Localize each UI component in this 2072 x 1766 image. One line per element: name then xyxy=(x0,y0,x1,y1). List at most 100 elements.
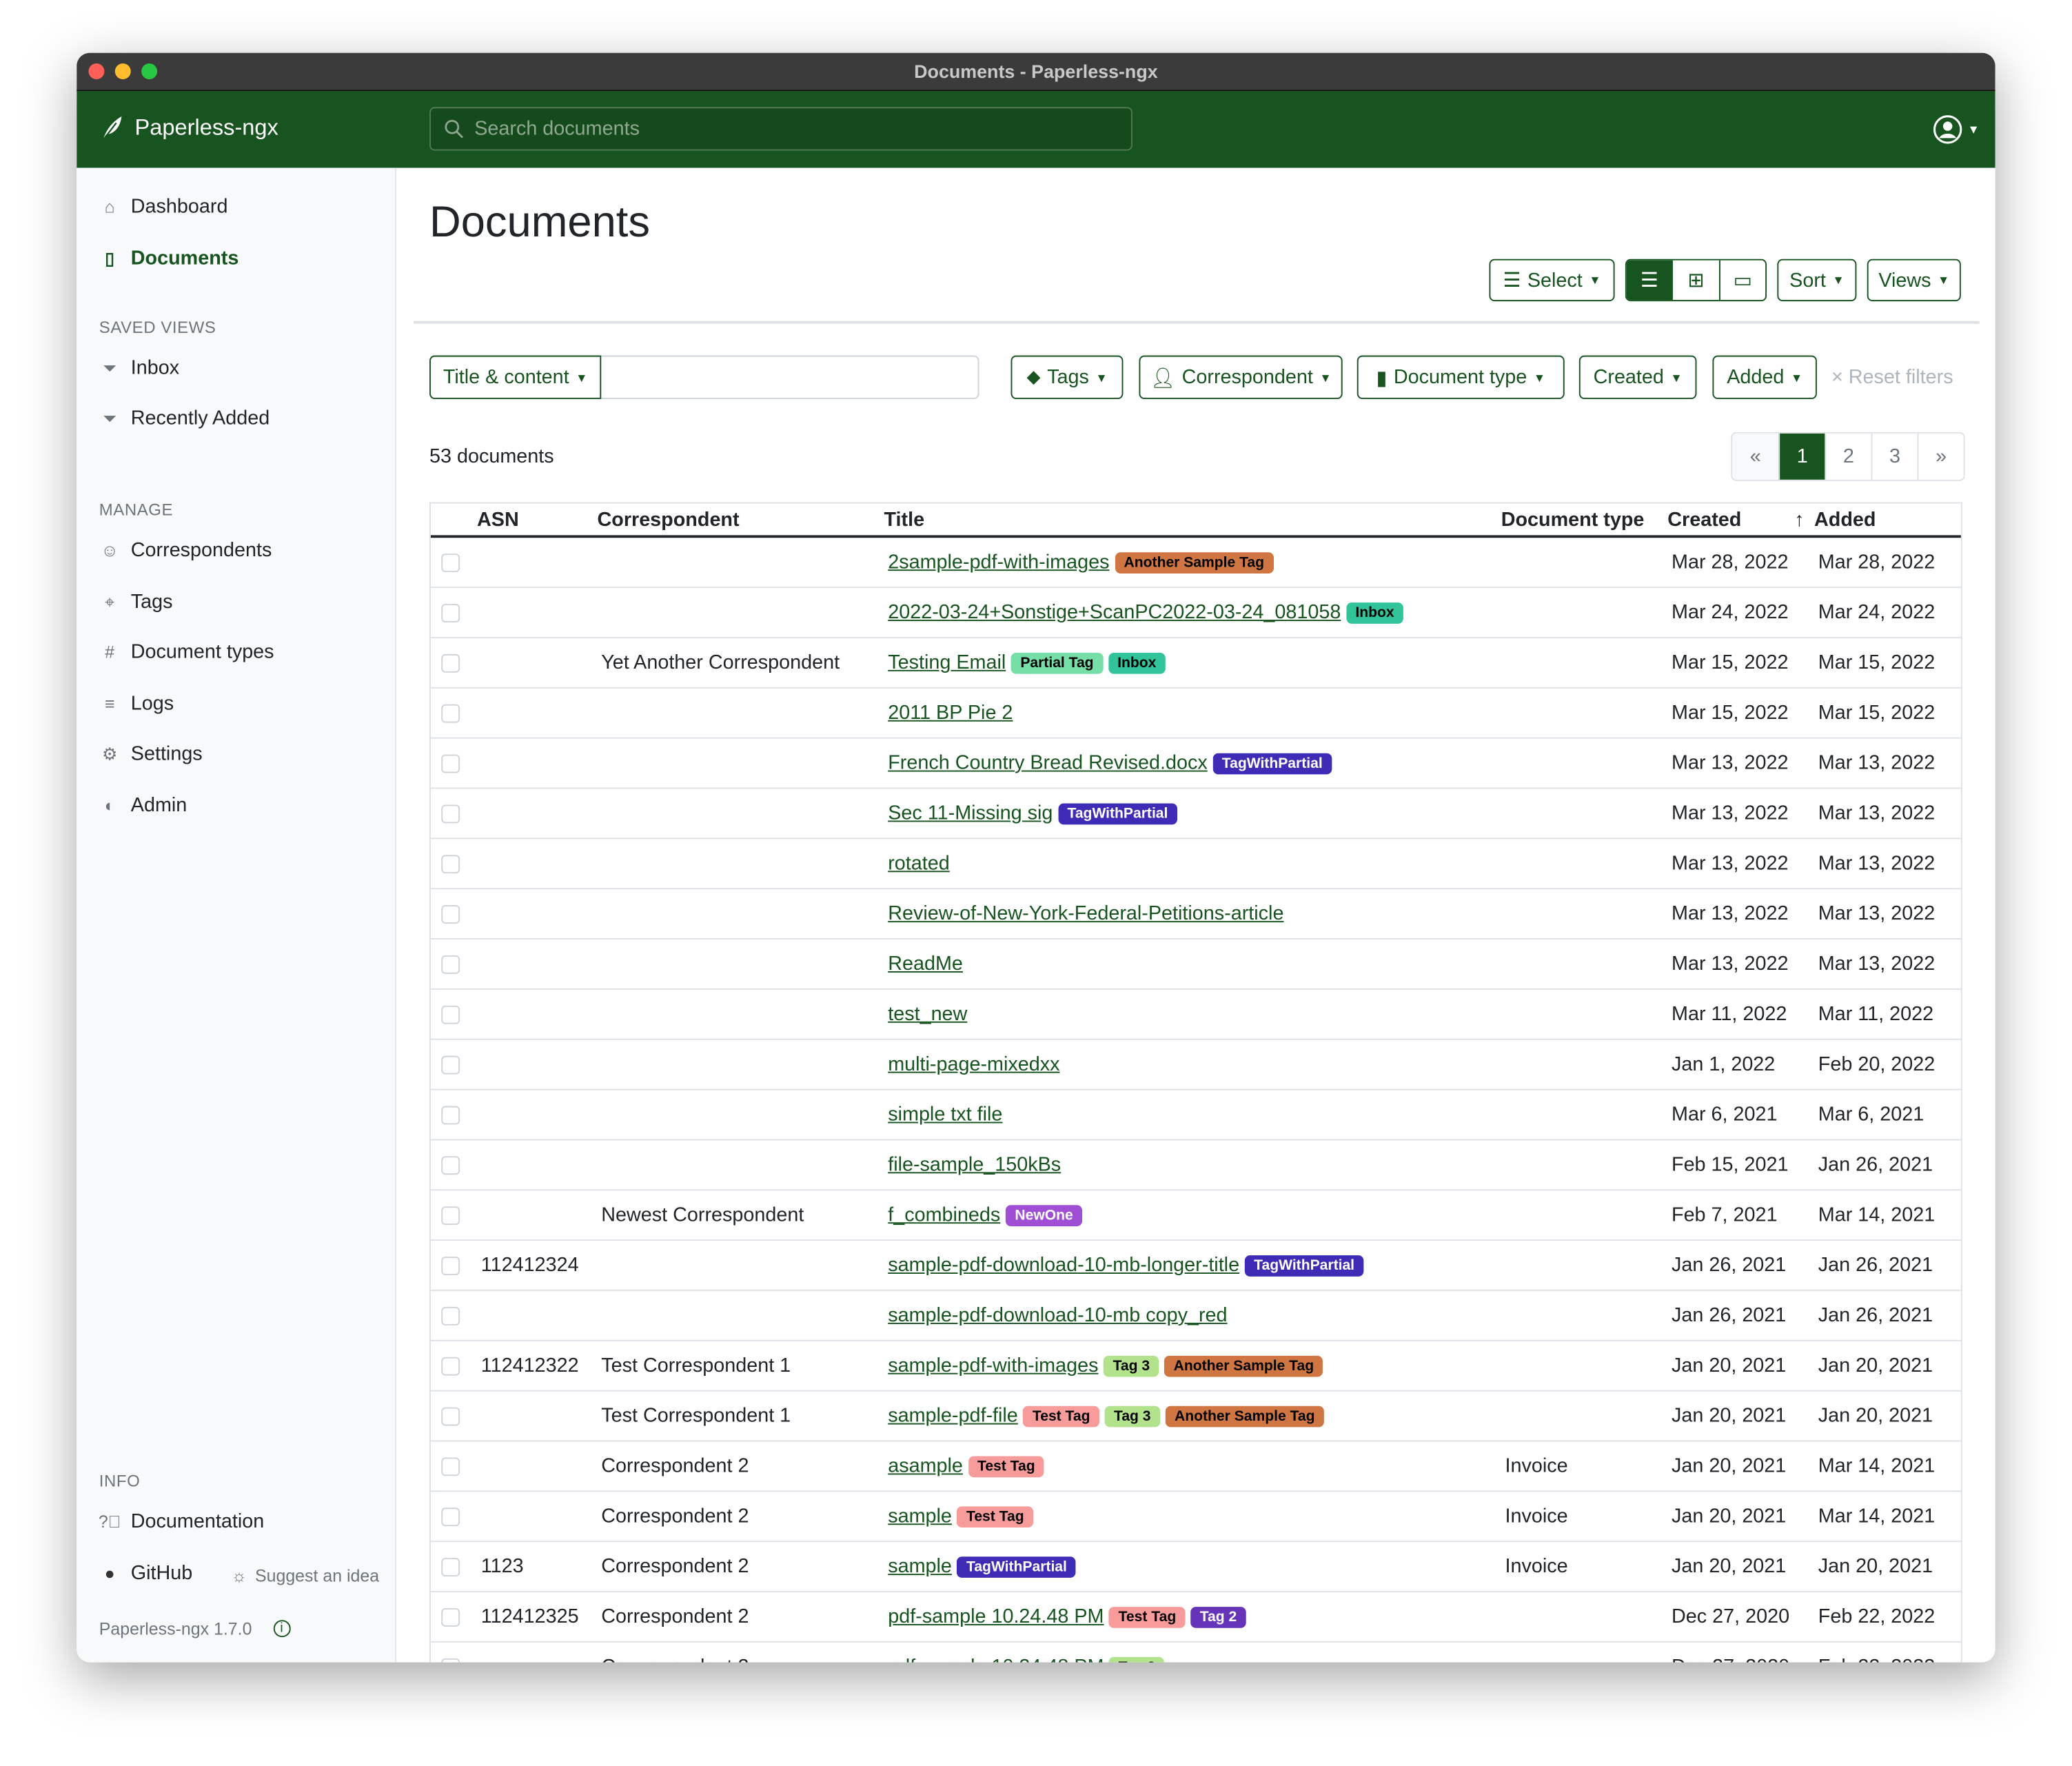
table-row[interactable]: Mar 15, 2022 Mar 15, 2022 2011 BP Pie 2 xyxy=(430,689,1961,739)
next-page-button[interactable]: » xyxy=(1917,433,1964,480)
document-title-link[interactable]: Sec 11-Missing sig xyxy=(888,802,1053,825)
document-title-link[interactable]: sample-pdf-file xyxy=(888,1404,1018,1428)
row-checkbox[interactable] xyxy=(441,1457,460,1476)
document-title-link[interactable]: sample-pdf-download-10-mb copy_red xyxy=(888,1304,1228,1327)
table-row[interactable]: Correspondent 2 Invoice Jan 20, 2021 Mar 14… xyxy=(430,1492,1961,1543)
page-3-button[interactable]: 3 xyxy=(1871,433,1917,480)
sidebar-item-settings[interactable]: ⚙ Settings xyxy=(99,742,203,765)
select-button[interactable]: ☰ Select ▼ xyxy=(1489,258,1615,302)
table-row[interactable]: Jan 26, 2021 Jan 26, 2021 sample-pdf-downl… xyxy=(430,1291,1961,1341)
sort-button[interactable]: Sort ▼ xyxy=(1777,258,1857,302)
tag-badge[interactable]: Tag 3 xyxy=(1104,1405,1160,1428)
table-row[interactable]: 112412325 Correspondent 2 Dec 27, 2020 Feb … xyxy=(430,1592,1961,1643)
sidebar-item-document-types[interactable]: # Document types xyxy=(99,641,274,664)
page-1-button[interactable]: 1 xyxy=(1778,433,1825,480)
row-checkbox[interactable] xyxy=(441,1658,460,1663)
column-title[interactable]: Title xyxy=(884,509,925,531)
document-title-link[interactable]: pdf-sample 10.24.48 PM xyxy=(888,1605,1104,1628)
sidebar-item-documents[interactable]: ▯ Documents xyxy=(99,247,238,270)
tag-badge[interactable]: TagWithPartial xyxy=(1058,803,1177,825)
document-title-link[interactable]: pdf-sample 10.24.48 PM xyxy=(888,1656,1104,1663)
tag-badge[interactable]: TagWithPartial xyxy=(1212,753,1332,775)
sidebar-item-dashboard[interactable]: ⌂ Dashboard xyxy=(99,196,228,219)
sidebar-item-tags[interactable]: ⌖ Tags xyxy=(99,591,172,613)
tag-badge[interactable]: NewOne xyxy=(1005,1205,1083,1226)
info-circle-icon[interactable]: i xyxy=(273,1620,291,1638)
search-input[interactable]: Search documents xyxy=(429,107,1133,151)
row-checkbox[interactable] xyxy=(441,754,460,773)
tag-badge[interactable]: TagWithPartial xyxy=(1244,1255,1364,1277)
tag-badge[interactable]: Inbox xyxy=(1108,652,1166,674)
table-row[interactable]: Mar 28, 2022 Mar 28, 2022 2sample-pdf-with… xyxy=(430,538,1961,589)
created-filter-button[interactable]: Created ▼ xyxy=(1578,355,1697,399)
user-menu-button[interactable]: ▼ xyxy=(1933,115,1980,144)
row-checkbox[interactable] xyxy=(441,704,460,723)
document-title-link[interactable]: sample xyxy=(888,1505,952,1528)
table-row[interactable]: Mar 13, 2022 Mar 13, 2022 ReadMe xyxy=(430,940,1961,990)
row-checkbox[interactable] xyxy=(441,1257,460,1275)
row-checkbox[interactable] xyxy=(441,1558,460,1576)
tag-badge[interactable]: Another Sample Tag xyxy=(1115,552,1274,574)
tag-badge[interactable]: Test Tag xyxy=(968,1456,1045,1478)
sidebar-item-admin[interactable]: ◐ Admin xyxy=(99,794,187,817)
close-window-button[interactable] xyxy=(88,63,105,80)
row-checkbox[interactable] xyxy=(441,855,460,874)
added-filter-button[interactable]: Added ▼ xyxy=(1712,355,1817,399)
row-checkbox[interactable] xyxy=(441,1607,460,1627)
github-link[interactable]: ● GitHub xyxy=(99,1562,193,1585)
document-title-link[interactable]: rotated xyxy=(888,852,950,875)
table-row[interactable]: Jan 1, 2022 Feb 20, 2022 multi-page-mixedx… xyxy=(430,1040,1961,1090)
tag-badge[interactable]: Inbox xyxy=(1346,602,1404,624)
row-checkbox[interactable] xyxy=(441,653,460,673)
document-title-link[interactable]: f_combineds xyxy=(888,1204,1001,1226)
document-type-filter-button[interactable]: ▮ Document type ▼ xyxy=(1357,355,1565,399)
table-row[interactable]: Mar 13, 2022 Mar 13, 2022 rotated xyxy=(430,839,1961,890)
document-title-link[interactable]: sample-pdf-download-10-mb-longer-title xyxy=(888,1254,1240,1277)
table-row[interactable]: Test Correspondent 1 Jan 20, 2021 Jan 20, … xyxy=(430,1392,1961,1442)
table-row[interactable]: 112412322 Test Correspondent 1 Jan 20, 202… xyxy=(430,1341,1961,1392)
table-row[interactable]: 112412324 Jan 26, 2021 Jan 26, 2021 sample-… xyxy=(430,1241,1961,1291)
document-title-link[interactable]: 2sample-pdf-with-images xyxy=(888,551,1110,574)
row-checkbox[interactable] xyxy=(441,1005,460,1024)
tag-badge[interactable]: Tag 3 xyxy=(1104,1355,1159,1377)
tag-badge[interactable]: TagWithPartial xyxy=(957,1556,1077,1578)
row-checkbox[interactable] xyxy=(441,1407,460,1426)
document-title-link[interactable]: 2022-03-24+Sonstige+ScanPC2022-03-24_081… xyxy=(888,601,1341,624)
correspondent-filter-button[interactable]: 👤︎ Correspondent ▼ xyxy=(1139,355,1343,399)
document-title-link[interactable]: file-sample_150kBs xyxy=(888,1153,1062,1177)
text-filter-type-dropdown[interactable]: Title & content ▼ xyxy=(429,355,602,399)
table-row[interactable]: Mar 6, 2021 Mar 6, 2021 simple txt file xyxy=(430,1090,1961,1141)
table-row[interactable]: Mar 11, 2022 Mar 11, 2022 test_new xyxy=(430,990,1961,1040)
table-row[interactable]: Mar 13, 2022 Mar 13, 2022 Review-of-New-Yo… xyxy=(430,889,1961,940)
row-checkbox[interactable] xyxy=(441,1357,460,1376)
row-checkbox[interactable] xyxy=(441,604,460,622)
large-cards-view-button[interactable]: ▭ xyxy=(1718,260,1765,301)
tag-badge[interactable]: Tag 3 xyxy=(1109,1656,1165,1663)
document-title-link[interactable]: asample xyxy=(888,1454,963,1478)
sidebar-item-correspondents[interactable]: ☺ Correspondents xyxy=(99,539,272,562)
document-title-link[interactable]: 2011 BP Pie 2 xyxy=(888,701,1013,724)
minimize-window-button[interactable] xyxy=(114,63,131,80)
tag-badge[interactable]: Another Sample Tag xyxy=(1164,1355,1323,1377)
table-row[interactable]: Yet Another Correspondent Mar 15, 2022 Mar… xyxy=(430,638,1961,689)
text-filter-input[interactable] xyxy=(600,357,977,398)
document-title-link[interactable]: ReadMe xyxy=(888,953,963,975)
document-title-link[interactable]: simple txt file xyxy=(888,1103,1003,1126)
zoom-window-button[interactable] xyxy=(141,63,158,80)
tag-badge[interactable]: Tag 2 xyxy=(1190,1607,1246,1628)
row-checkbox[interactable] xyxy=(441,1206,460,1226)
row-checkbox[interactable] xyxy=(441,1106,460,1125)
row-checkbox[interactable] xyxy=(441,955,460,974)
small-cards-view-button[interactable]: ⊞ xyxy=(1672,260,1719,301)
row-checkbox[interactable] xyxy=(441,554,460,573)
tag-badge[interactable]: Another Sample Tag xyxy=(1165,1405,1324,1428)
sidebar-item-inbox[interactable]: ⏷ Inbox xyxy=(99,357,179,380)
sidebar-item-logs[interactable]: ≡ Logs xyxy=(99,693,174,715)
row-checkbox[interactable] xyxy=(441,905,460,924)
table-row[interactable]: Correspondent 2 Invoice Jan 20, 2021 Mar 14… xyxy=(430,1441,1961,1492)
tag-badge[interactable]: Test Tag xyxy=(957,1506,1034,1528)
documentation-link[interactable]: ?⃝ Documentation xyxy=(99,1510,264,1533)
column-created[interactable]: Created xyxy=(1667,509,1742,531)
tag-badge[interactable]: Test Tag xyxy=(1023,1405,1099,1428)
column-correspondent[interactable]: Correspondent xyxy=(597,509,740,531)
